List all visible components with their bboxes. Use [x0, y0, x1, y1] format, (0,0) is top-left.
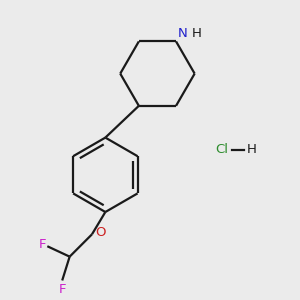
Text: H: H [192, 27, 202, 40]
Text: F: F [38, 238, 46, 251]
Text: O: O [95, 226, 106, 239]
Text: H: H [247, 143, 256, 156]
Text: F: F [59, 283, 67, 296]
Text: Cl: Cl [215, 143, 229, 156]
Text: N: N [178, 27, 187, 40]
